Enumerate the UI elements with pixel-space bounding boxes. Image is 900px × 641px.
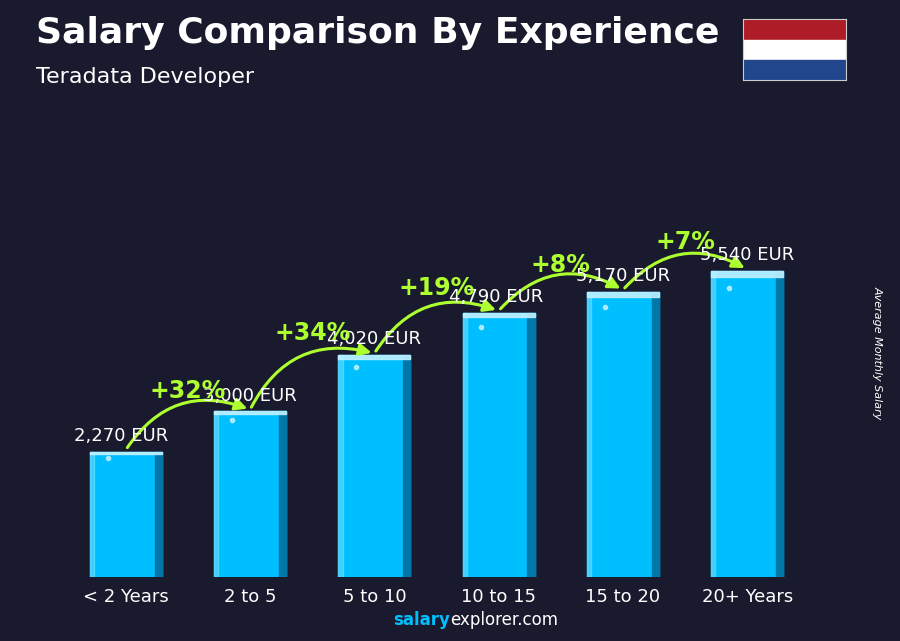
Text: salary: salary bbox=[393, 612, 450, 629]
Bar bbox=[214, 412, 219, 577]
Bar bbox=[711, 271, 716, 577]
Bar bbox=[527, 313, 535, 577]
Text: Average Monthly Salary: Average Monthly Salary bbox=[872, 286, 883, 419]
Text: +7%: +7% bbox=[655, 229, 715, 254]
Bar bbox=[463, 313, 467, 577]
Bar bbox=[90, 452, 94, 577]
Text: 5,170 EUR: 5,170 EUR bbox=[576, 267, 670, 285]
Text: +19%: +19% bbox=[399, 276, 474, 300]
Text: 5,540 EUR: 5,540 EUR bbox=[700, 247, 794, 265]
Text: +32%: +32% bbox=[149, 379, 226, 403]
Bar bbox=[711, 271, 783, 277]
Bar bbox=[214, 412, 286, 414]
Text: explorer.com: explorer.com bbox=[450, 612, 558, 629]
Bar bbox=[742, 60, 846, 80]
Text: 4,020 EUR: 4,020 EUR bbox=[327, 330, 421, 349]
Text: +34%: +34% bbox=[274, 320, 350, 345]
Text: 4,790 EUR: 4,790 EUR bbox=[449, 288, 544, 306]
Text: Salary Comparison By Experience: Salary Comparison By Experience bbox=[36, 16, 719, 50]
Bar bbox=[463, 313, 535, 577]
Text: +8%: +8% bbox=[531, 253, 590, 276]
Bar bbox=[742, 40, 846, 60]
Bar bbox=[338, 355, 343, 577]
Bar bbox=[587, 292, 659, 297]
Bar bbox=[338, 355, 410, 577]
Bar bbox=[338, 355, 410, 359]
Bar bbox=[652, 292, 659, 577]
Text: 3,000 EUR: 3,000 EUR bbox=[202, 387, 297, 404]
Bar bbox=[214, 412, 286, 577]
Bar bbox=[463, 313, 535, 317]
Bar bbox=[90, 452, 162, 577]
Bar bbox=[155, 452, 162, 577]
Bar bbox=[711, 271, 783, 577]
Bar bbox=[587, 292, 659, 577]
Bar bbox=[279, 412, 286, 577]
Text: 2,270 EUR: 2,270 EUR bbox=[74, 427, 167, 445]
Bar bbox=[776, 271, 783, 577]
Bar bbox=[742, 19, 846, 40]
Bar bbox=[403, 355, 410, 577]
Text: Teradata Developer: Teradata Developer bbox=[36, 67, 254, 87]
Bar bbox=[587, 292, 591, 577]
Bar bbox=[90, 452, 162, 454]
